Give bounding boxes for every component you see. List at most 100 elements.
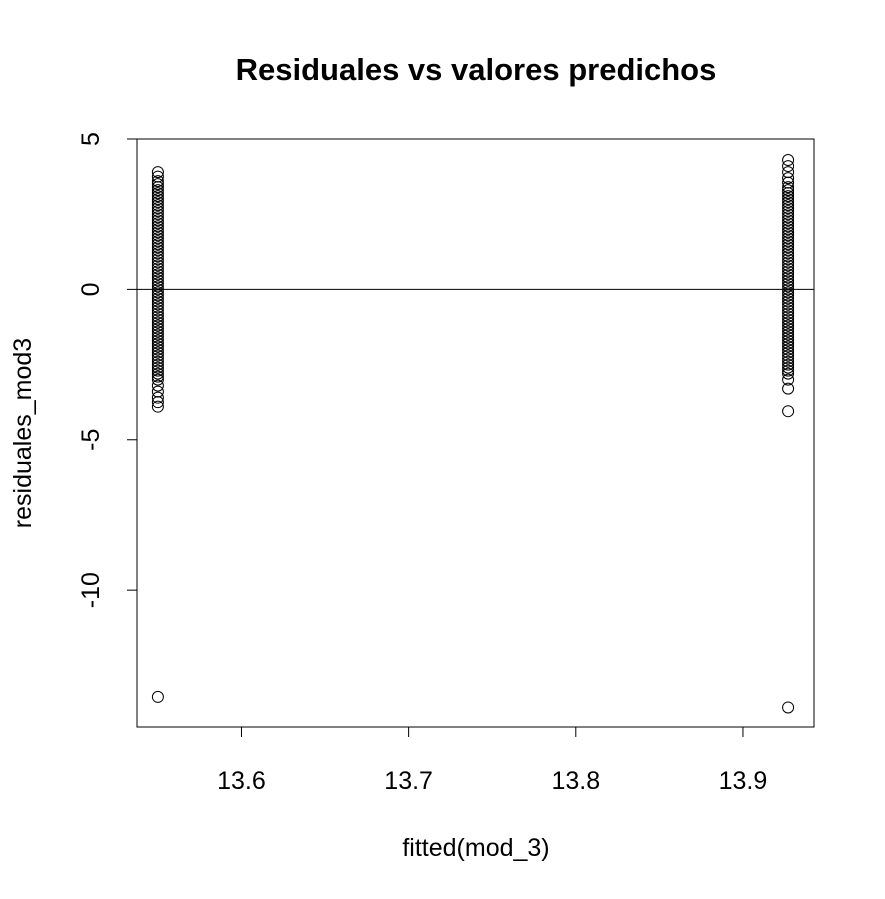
data-point [782, 298, 795, 311]
data-point [151, 292, 164, 305]
data-point [151, 208, 164, 221]
data-point [151, 238, 164, 251]
data-point [151, 247, 164, 260]
plot-frame [136, 138, 815, 728]
data-point [151, 256, 164, 269]
data-point [782, 358, 795, 371]
data-point [151, 340, 164, 353]
data-point [151, 298, 164, 311]
data-point [151, 244, 164, 257]
data-point [151, 328, 164, 341]
data-point [782, 352, 795, 365]
data-point [151, 196, 164, 209]
data-point [782, 373, 795, 386]
data-point [782, 286, 795, 299]
data-point [151, 262, 164, 275]
data-point [782, 181, 795, 194]
data-point [782, 268, 795, 281]
data-point [782, 364, 795, 377]
data-point [151, 274, 164, 287]
data-point [782, 235, 795, 248]
data-point [782, 340, 795, 353]
data-point [782, 280, 795, 293]
data-point [151, 232, 164, 245]
data-point [782, 331, 795, 344]
data-point [782, 382, 795, 395]
data-point [782, 322, 795, 335]
data-point [151, 400, 164, 413]
data-point [782, 292, 795, 305]
data-point [151, 370, 164, 383]
data-point [151, 313, 164, 326]
data-point [151, 289, 164, 302]
data-point [151, 316, 164, 329]
data-point [782, 283, 795, 296]
data-point [782, 289, 795, 302]
data-point [782, 202, 795, 215]
data-point [151, 361, 164, 374]
data-point [151, 346, 164, 359]
data-point [151, 690, 164, 703]
data-point [782, 250, 795, 263]
data-point [151, 286, 164, 299]
data-point [782, 301, 795, 314]
data-point [151, 277, 164, 290]
data-point [151, 334, 164, 347]
data-point [782, 190, 795, 203]
data-point [151, 193, 164, 206]
data-point [151, 271, 164, 284]
data-point [151, 250, 164, 263]
data-point [782, 277, 795, 290]
data-point [151, 331, 164, 344]
data-point [782, 701, 795, 714]
data-point [151, 259, 164, 272]
data-point [782, 334, 795, 347]
data-point [151, 178, 164, 191]
data-point [151, 364, 164, 377]
data-point [151, 352, 164, 365]
data-point [782, 265, 795, 278]
data-point [151, 295, 164, 308]
data-point [782, 405, 795, 418]
data-point [151, 385, 164, 398]
data-point [782, 217, 795, 230]
data-point [782, 229, 795, 242]
data-point [782, 214, 795, 227]
data-point [782, 310, 795, 323]
data-point [151, 217, 164, 230]
data-point [151, 319, 164, 332]
data-point [782, 241, 795, 254]
data-point [151, 235, 164, 248]
data-point [151, 322, 164, 335]
data-point [151, 355, 164, 368]
data-point [151, 265, 164, 278]
data-point [782, 220, 795, 233]
data-point [151, 223, 164, 236]
data-point [782, 196, 795, 209]
data-point [151, 226, 164, 239]
data-point [151, 187, 164, 200]
data-point [151, 373, 164, 386]
data-point [782, 295, 795, 308]
x-axis: 13.6 13.7 13.8 13.9 [217, 726, 767, 795]
data-point [151, 307, 164, 320]
data-point [782, 307, 795, 320]
data-point [782, 343, 795, 356]
data-point [782, 271, 795, 284]
y-axis-label: residuales_mod3 [9, 338, 37, 528]
x-axis-label: fitted(mod_3) [402, 834, 549, 862]
data-point [782, 193, 795, 206]
data-point [151, 184, 164, 197]
data-point [151, 241, 164, 254]
data-point [151, 337, 164, 350]
data-point [151, 396, 164, 409]
chart-title: Residuales vs valores predichos [236, 52, 717, 87]
data-point [782, 244, 795, 257]
data-point [782, 304, 795, 317]
data-point [782, 256, 795, 269]
data-point [782, 361, 795, 374]
data-point [151, 379, 164, 392]
data-point [151, 349, 164, 362]
data-point [782, 187, 795, 200]
